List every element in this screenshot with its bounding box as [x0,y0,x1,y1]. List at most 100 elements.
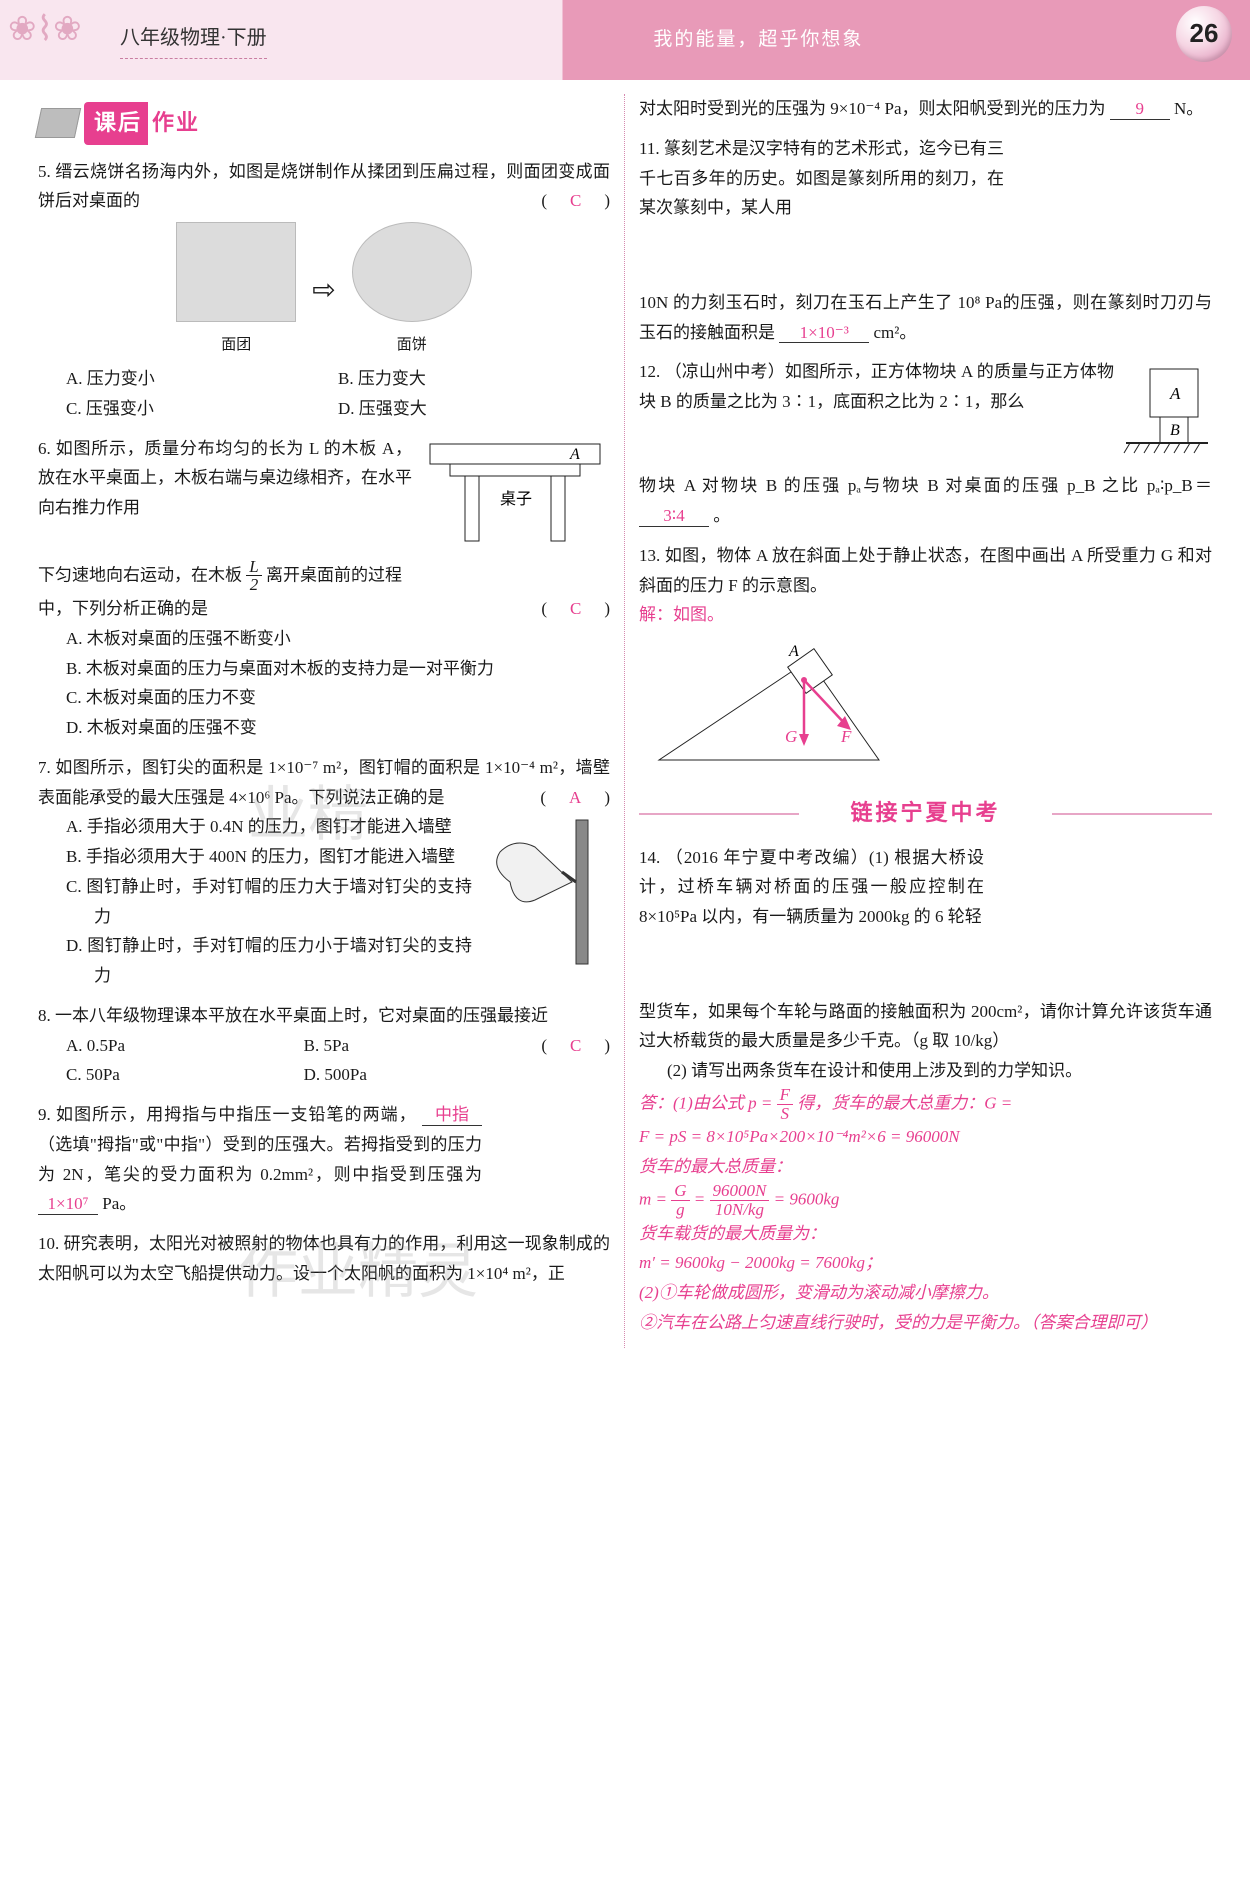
q11-blank: 1×10⁻³ [779,324,869,344]
section-label-tail: 作业 [148,104,200,143]
books-icon [35,108,81,138]
q7-figure [480,812,610,972]
q6-label-A: A [569,446,580,463]
q5-optC: C. 压强变小 [66,394,338,424]
section-label-boxed: 课后 [84,102,148,145]
q13-number: 13. [639,546,660,565]
q8-optD: D. 500Pa [304,1060,542,1090]
q9-number: 9. [38,1105,51,1124]
q8-options: A. 0.5Pa B. 5Pa C. 50Pa D. 500Pa [66,1031,541,1091]
q8-number: 8. [38,1006,51,1025]
q13-diagram: A G F [639,630,1212,780]
q6-text-b-pre: 下匀速地向右运动，在木板 [38,565,242,584]
q6-optB: B. 木板对桌面的压力与桌面对木板的支持力是一对平衡力 [94,654,610,684]
q9-text-b: （选填"拇指"或"中指"）受到的压强大。若拇指受到的压力为 2N，笔尖的受力面积… [38,1135,482,1184]
q14-sol-l6: m′ = 9600kg − 2000kg = 7600kg； [639,1253,882,1272]
dough-ball-image [176,222,296,322]
q10-blank: 9 [1110,100,1170,120]
q13-label-G: G [785,727,797,746]
question-8: 8. 一本八年级物理课本平放在水平桌面上时，它对桌面的压强最接近 ( C ) A… [38,1001,610,1090]
page-header: ❀⌇❀ 八年级物理·下册 我的能量，超乎你想象 26 [0,0,1250,80]
q8-answer-slot: ( C ) [541,1031,610,1061]
q12-text-a: （凉山州中考）如图所示，正方体物块 A 的质量与正方体物块 B 的质量之比为 3… [639,362,1114,411]
q11-photo [1012,134,1212,284]
q5-optD: D. 压强变大 [338,394,610,424]
q14-sol-l1a: 答：(1)由公式 [639,1093,748,1112]
q12-number: 12. [639,362,660,381]
q9-blank2: 1×10⁷ [38,1195,98,1215]
arrow-icon: ⇨ [312,266,335,315]
q6-answer-slot: ( C ) [541,594,610,624]
q6-optA: A. 木板对桌面的压强不断变小 [94,624,610,654]
q9-photo [490,1100,610,1180]
q6-text-a: 如图所示，质量分布均匀的长为 L 的木板 A，放在水平桌面上，木板右端与桌边缘相… [38,439,412,518]
q14-sol-l3: 货车的最大总质量： [639,1152,1212,1182]
q7-answer-slot: ( A ) [540,783,610,813]
q6-options: A. 木板对桌面的压强不断变小 B. 木板对桌面的压力与桌面对木板的支持力是一对… [66,624,610,743]
q9-blank1: 中指 [422,1106,482,1126]
q5-options: A. 压力变小 B. 压力变大 C. 压强变小 D. 压强变大 [66,364,610,424]
q13-label-A: A [788,643,799,660]
q10-number: 10. [38,1234,59,1253]
question-14: 14. （2016 年宁夏中考改编）(1) 根据大桥设计，过桥车辆对桥面的压强一… [639,843,1212,1338]
q11-text-b: 10N 的力刻玉石时，刻刀在玉石上产生了 10⁸ Pa的压强，则在篆刻时刀刃与玉… [639,293,1212,342]
q8-text: 一本八年级物理课本平放在水平桌面上时，它对桌面的压强最接近 [55,1006,548,1025]
question-9: 9. 如图所示，用拇指与中指压一支铅笔的两端， 中指 （选填"拇指"或"中指"）… [38,1100,610,1219]
q13-label-F: F [840,727,852,746]
q11-text-c: cm²。 [874,323,917,342]
q5-answer-slot: ( C ) [541,186,610,216]
q6-optC: C. 木板对桌面的压力不变 [94,683,610,713]
q14-solution: 答：(1)由公式 p = FS 得，货车的最大总重力：G = F = pS = … [639,1086,1212,1338]
q14-text-c: (2) 请写出两条货车在设计和使用上涉及到的力学知识。 [667,1056,1212,1086]
q7-text: 如图所示，图钉尖的面积是 1×10⁻⁷ m²，图钉帽的面积是 1×10⁻⁴ m²… [38,758,610,807]
q5-caption-left: 面团 [176,332,296,358]
question-6: A 桌子 6. 如图所示，质量分布均匀的长为 L 的木板 A，放在水平桌面上，木… [38,434,610,743]
question-11: 11. 篆刻艺术是汉字特有的艺术形式，迄今已有三千七百多年的历史。如图是篆刻所用… [639,134,1212,348]
q12-text-b: 物块 A 对物块 B 的压强 pₐ与物块 B 对桌面的压强 p_B 之比 pₐ∶… [639,476,1212,495]
question-7: 业精 7. 如图所示，图钉尖的面积是 1×10⁻⁷ m²，图钉帽的面积是 1×1… [38,753,610,991]
q12-label-A: A [1169,384,1181,403]
q14-sol-l5: 货车载货的最大质量为： [639,1219,1212,1249]
dough-flat-image [352,222,472,322]
question-5: 5. 缙云烧饼名扬海内外，如图是烧饼制作从揉团到压扁过程，则面团变成面饼后对桌面… [38,157,610,424]
q14-sol-l1b: 得，货车的最大总重力：G = [797,1093,1012,1112]
header-title-right: 我的能量，超乎你想象 [267,23,1250,56]
q6-text-b-post: 离开桌面前的过程 [266,565,402,584]
section-after-class: 课后 作业 [38,102,200,145]
q8-answer: C [564,1036,587,1055]
q14-sol-l8: ②汽车在公路上匀速直线行驶时，受的力是平衡力。（答案合理即可） [639,1308,1212,1338]
q6-optD: D. 木板对桌面的压强不变 [94,713,610,743]
q12-diagram: A B [1122,357,1212,467]
q5-caption-right: 面饼 [352,332,472,358]
q10-text-b: 对太阳时受到光的压强为 9×10⁻⁴ Pa，则太阳帆受到光的压力为 [639,99,1106,118]
question-10a: 10. 研究表明，太阳光对被照射的物体也具有力的作用，利用这一现象制成的太阳帆可… [38,1229,610,1289]
q5-optB: B. 压力变大 [338,364,610,394]
q14-text-b: 型货车，如果每个车轮与路面的接触面积为 200cm²，请你计算允许该货车通过大桥… [639,1002,1212,1051]
q12-blank: 3∶4 [639,507,709,527]
left-column: 课后 作业 5. 缙云烧饼名扬海内外，如图是烧饼制作从揉团到压扁过程，则面团变成… [24,94,625,1348]
q6-text-c: 中，下列分析正确的是 [38,599,208,618]
q5-optA: A. 压力变小 [66,364,338,394]
q5-answer: C [564,191,587,210]
q14-text-a: （2016 年宁夏中考改编）(1) 根据大桥设计，过桥车辆对桥面的压强一般应控制… [639,848,984,927]
q14-sol-l4a: m = [639,1189,671,1208]
q5-text: 缙云烧饼名扬海内外，如图是烧饼制作从揉团到压扁过程，则面团变成面饼后对桌面的 [38,162,610,211]
q14-sol-l2: F = pS = 8×10⁵Pa×200×10⁻⁴m²×6 = 96000N [639,1127,960,1146]
q8-optC: C. 50Pa [66,1060,304,1090]
q13-text: 如图，物体 A 放在斜面上处于静止状态，在图中画出 A 所受重力 G 和对斜面的… [639,546,1212,595]
q12-text-c: 。 [713,506,730,525]
q6-diagram: A 桌子 [420,434,610,554]
q13-solution-label: 解：如图。 [639,605,724,624]
q9-text-c: Pa。 [102,1194,136,1213]
right-column: 对太阳时受到光的压强为 9×10⁻⁴ Pa，则太阳帆受到光的压力为 9 N。 1… [625,94,1226,1348]
q11-text-a: 篆刻艺术是汉字特有的艺术形式，迄今已有三千七百多年的历史。如图是篆刻所用的刻刀，… [639,139,1004,218]
q5-number: 5. [38,162,51,181]
q6-label-table: 桌子 [500,490,532,508]
q6-number: 6. [38,439,51,458]
q10-text-a: 研究表明，太阳光对被照射的物体也具有力的作用，利用这一现象制成的太阳帆可以为太空… [38,1234,610,1283]
question-10b: 对太阳时受到光的压强为 9×10⁻⁴ Pa，则太阳帆受到光的压力为 9 N。 [639,94,1212,124]
q14-sol-p: p [748,1093,757,1112]
q8-optA: A. 0.5Pa [66,1031,304,1061]
q11-number: 11. [639,139,660,158]
q8-optB: B. 5Pa [304,1031,542,1061]
